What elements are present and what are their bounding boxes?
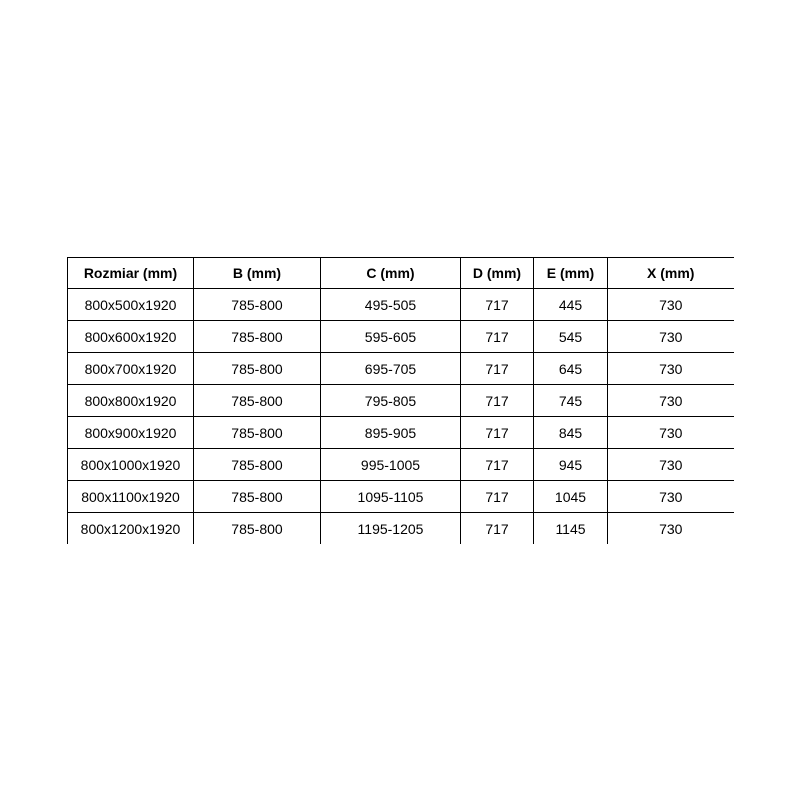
table-cell: 785-800 xyxy=(193,384,321,417)
table-cell: 717 xyxy=(460,288,534,321)
table-cell: 717 xyxy=(460,352,534,385)
table-cell: 445 xyxy=(533,288,608,321)
table-row: 800x500x1920 785-800 495-505 717 445 730 xyxy=(67,288,734,321)
table-cell: 717 xyxy=(460,320,534,353)
table-cell: 545 xyxy=(533,320,608,353)
table-cell: 730 xyxy=(607,480,734,513)
table-cell: 785-800 xyxy=(193,320,321,353)
table-cell: 1145 xyxy=(533,512,608,544)
table-cell: 495-505 xyxy=(320,288,461,321)
table-cell: 785-800 xyxy=(193,416,321,449)
table-cell: 785-800 xyxy=(193,352,321,385)
column-header-d: D (mm) xyxy=(460,257,534,289)
column-header-c: C (mm) xyxy=(320,257,461,289)
table-cell: 730 xyxy=(607,288,734,321)
table-cell: 945 xyxy=(533,448,608,481)
table-cell: 800x1000x1920 xyxy=(67,448,194,481)
column-header-b: B (mm) xyxy=(193,257,321,289)
table-cell: 717 xyxy=(460,448,534,481)
table-cell: 730 xyxy=(607,320,734,353)
table-cell: 800x1200x1920 xyxy=(67,512,194,544)
table-cell: 730 xyxy=(607,352,734,385)
table-cell: 800x600x1920 xyxy=(67,320,194,353)
table-cell: 745 xyxy=(533,384,608,417)
table-cell: 717 xyxy=(460,480,534,513)
table-cell: 1095-1105 xyxy=(320,480,461,513)
table-cell: 730 xyxy=(607,384,734,417)
table-cell: 1045 xyxy=(533,480,608,513)
table-cell: 645 xyxy=(533,352,608,385)
table-cell: 785-800 xyxy=(193,288,321,321)
table-cell: 845 xyxy=(533,416,608,449)
table-cell: 1195-1205 xyxy=(320,512,461,544)
table-cell: 800x500x1920 xyxy=(67,288,194,321)
header-row: Rozmiar (mm) B (mm) C (mm) D (mm) E (mm)… xyxy=(67,257,734,289)
table-cell: 800x700x1920 xyxy=(67,352,194,385)
table-cell: 717 xyxy=(460,512,534,544)
column-header-rozmiar: Rozmiar (mm) xyxy=(67,257,194,289)
table-row: 800x600x1920 785-800 595-605 717 545 730 xyxy=(67,320,734,353)
table-row: 800x700x1920 785-800 695-705 717 645 730 xyxy=(67,352,734,385)
table-cell: 895-905 xyxy=(320,416,461,449)
table-row: 800x800x1920 785-800 795-805 717 745 730 xyxy=(67,384,734,417)
size-spec-table-container: Rozmiar (mm) B (mm) C (mm) D (mm) E (mm)… xyxy=(67,257,734,544)
table-cell: 730 xyxy=(607,512,734,544)
table-cell: 717 xyxy=(460,416,534,449)
table-row: 800x900x1920 785-800 895-905 717 845 730 xyxy=(67,416,734,449)
table-cell: 785-800 xyxy=(193,448,321,481)
table-cell: 695-705 xyxy=(320,352,461,385)
column-header-x: X (mm) xyxy=(607,257,734,289)
table-cell: 785-800 xyxy=(193,512,321,544)
table-body: 800x500x1920 785-800 495-505 717 445 730 800x6… xyxy=(67,288,734,544)
table-cell: 995-1005 xyxy=(320,448,461,481)
table-cell: 800x1100x1920 xyxy=(67,480,194,513)
table-row: 800x1000x1920 785-800 995-1005 717 945 730 xyxy=(67,448,734,481)
table-cell: 785-800 xyxy=(193,480,321,513)
table-cell: 717 xyxy=(460,384,534,417)
table-row: 800x1200x1920 785-800 1195-1205 717 1145 730 xyxy=(67,512,734,544)
table-cell: 795-805 xyxy=(320,384,461,417)
table-cell: 730 xyxy=(607,448,734,481)
table-cell: 595-605 xyxy=(320,320,461,353)
column-header-e: E (mm) xyxy=(533,257,608,289)
table-cell: 730 xyxy=(607,416,734,449)
size-spec-table: Rozmiar (mm) B (mm) C (mm) D (mm) E (mm)… xyxy=(67,257,734,544)
table-cell: 800x800x1920 xyxy=(67,384,194,417)
table-row: 800x1100x1920 785-800 1095-1105 717 1045 730 xyxy=(67,480,734,513)
table-cell: 800x900x1920 xyxy=(67,416,194,449)
